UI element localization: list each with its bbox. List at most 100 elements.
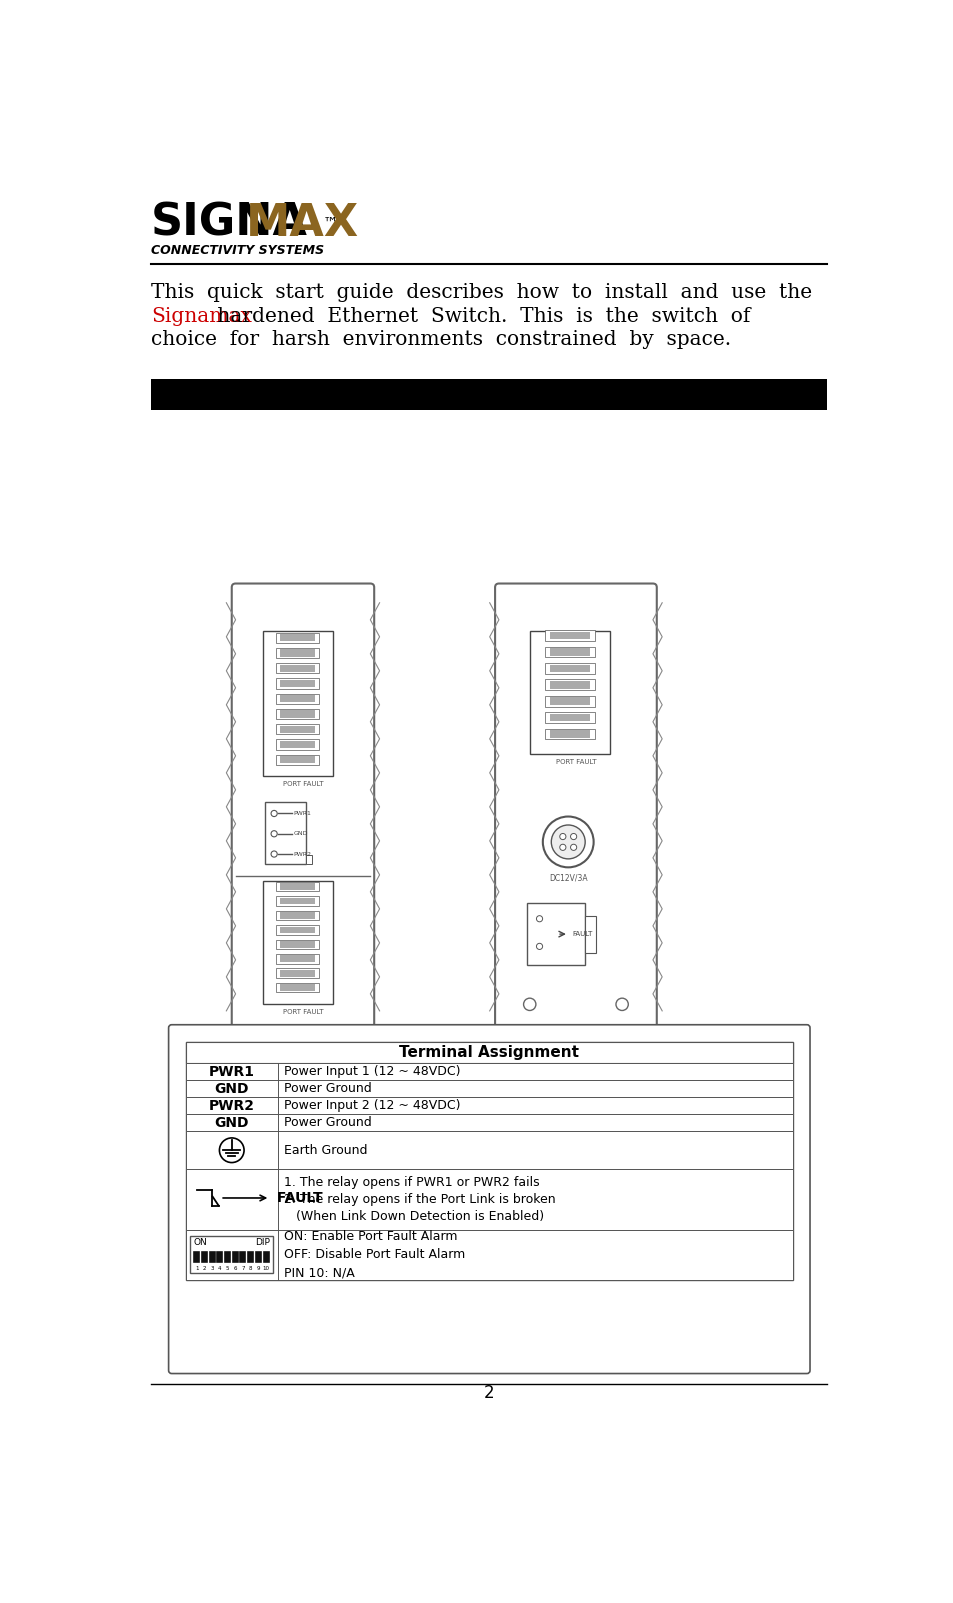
Circle shape [536, 943, 542, 949]
Circle shape [559, 845, 565, 851]
Bar [275, 725, 319, 734]
Bar [185, 1096, 792, 1114]
Text: PORT FAULT: PORT FAULT [282, 781, 323, 787]
Text: 1: 1 [194, 1266, 198, 1271]
Text: 1. The relay opens if PWR1 or PWR2 fails
2. The relay opens if the Port Link is : 1. The relay opens if PWR1 or PWR2 fails… [284, 1177, 556, 1223]
Bar [280, 912, 314, 919]
Circle shape [271, 811, 277, 816]
Circle shape [536, 915, 542, 922]
Text: GND: GND [214, 1116, 249, 1130]
Bar [275, 925, 319, 935]
Bar [151, 380, 826, 410]
Text: ™: ™ [322, 216, 337, 231]
Bar [549, 648, 589, 656]
Bar [275, 896, 319, 906]
Bar [185, 1114, 792, 1132]
Text: PORT FAULT: PORT FAULT [282, 1008, 323, 1015]
Bar [209, 1252, 214, 1262]
Text: 3: 3 [211, 1266, 213, 1271]
Bar [280, 757, 314, 763]
Bar [544, 646, 594, 657]
Bar [275, 633, 319, 643]
Bar [239, 1252, 245, 1262]
Bar [280, 726, 314, 733]
Text: 10: 10 [262, 1266, 270, 1271]
Bar [549, 665, 589, 672]
Circle shape [570, 834, 577, 840]
Text: PWR1: PWR1 [209, 1064, 254, 1079]
Bar [526, 904, 584, 965]
Text: hardened  Ethernet  Switch.  This  is  the  switch  of: hardened Ethernet Switch. This is the sw… [211, 306, 750, 325]
Text: FAULT: FAULT [572, 931, 592, 938]
Bar [529, 632, 609, 753]
Bar [232, 1252, 237, 1262]
Bar [275, 983, 319, 992]
Text: SIGNA: SIGNA [151, 202, 308, 245]
Bar [185, 1063, 792, 1080]
Text: Earth Ground: Earth Ground [284, 1143, 367, 1157]
Bar [275, 911, 319, 920]
Text: GND: GND [294, 832, 308, 837]
Bar [584, 915, 595, 952]
Bar [280, 941, 314, 947]
Bar [544, 696, 594, 707]
Bar [280, 970, 314, 976]
Bar [280, 649, 314, 657]
Bar [544, 680, 594, 691]
Text: 7: 7 [241, 1266, 244, 1271]
Bar [275, 939, 319, 949]
Bar [262, 632, 333, 776]
Circle shape [551, 826, 584, 859]
Bar [280, 710, 314, 718]
Circle shape [271, 851, 277, 858]
Bar [275, 678, 319, 689]
Bar [549, 713, 589, 721]
Bar [544, 729, 594, 739]
Bar [280, 984, 314, 991]
Text: FAULT: FAULT [272, 1191, 322, 1205]
Bar [275, 664, 319, 673]
Bar [201, 1252, 207, 1262]
Text: 5: 5 [226, 1266, 229, 1271]
Text: Power Input 1 (12 ~ 48VDC): Power Input 1 (12 ~ 48VDC) [284, 1066, 460, 1079]
Circle shape [616, 999, 628, 1010]
Text: Power Ground: Power Ground [284, 1082, 372, 1095]
Text: Signamax: Signamax [151, 306, 252, 325]
Text: This  quick  start  guide  describes  how  to  install  and  use  the: This quick start guide describes how to … [151, 284, 811, 303]
Bar [544, 630, 594, 641]
Bar [224, 1252, 230, 1262]
Bar [280, 680, 314, 688]
Circle shape [271, 830, 277, 837]
Text: Power Ground: Power Ground [284, 1116, 372, 1129]
FancyBboxPatch shape [495, 583, 656, 1031]
Bar [275, 694, 319, 704]
Bar [254, 1252, 260, 1262]
Text: ON: Enable Port Fault Alarm
OFF: Disable Port Fault Alarm
PIN 10: N/A: ON: Enable Port Fault Alarm OFF: Disable… [284, 1230, 465, 1279]
FancyBboxPatch shape [232, 583, 374, 1031]
Text: DIP: DIP [255, 1238, 270, 1247]
Bar [280, 898, 314, 904]
Text: PORT FAULT: PORT FAULT [555, 758, 596, 765]
Bar [305, 854, 312, 864]
Text: ON: ON [193, 1238, 207, 1247]
Text: GND: GND [214, 1082, 249, 1095]
Bar [280, 741, 314, 749]
Bar [280, 696, 314, 702]
Bar [275, 739, 319, 750]
Bar [549, 731, 589, 737]
Bar [280, 927, 314, 933]
Bar [275, 968, 319, 978]
Bar [185, 1042, 792, 1279]
Bar [275, 882, 319, 891]
Text: Power Input 2 (12 ~ 48VDC): Power Input 2 (12 ~ 48VDC) [284, 1100, 460, 1112]
Bar [280, 665, 314, 672]
Bar [549, 681, 589, 689]
Bar [280, 635, 314, 641]
Bar [280, 883, 314, 890]
Text: 8: 8 [249, 1266, 253, 1271]
Text: 2: 2 [202, 1266, 206, 1271]
Text: 9: 9 [256, 1266, 260, 1271]
Bar [544, 664, 594, 673]
Bar [247, 1252, 253, 1262]
Bar [185, 1230, 792, 1279]
